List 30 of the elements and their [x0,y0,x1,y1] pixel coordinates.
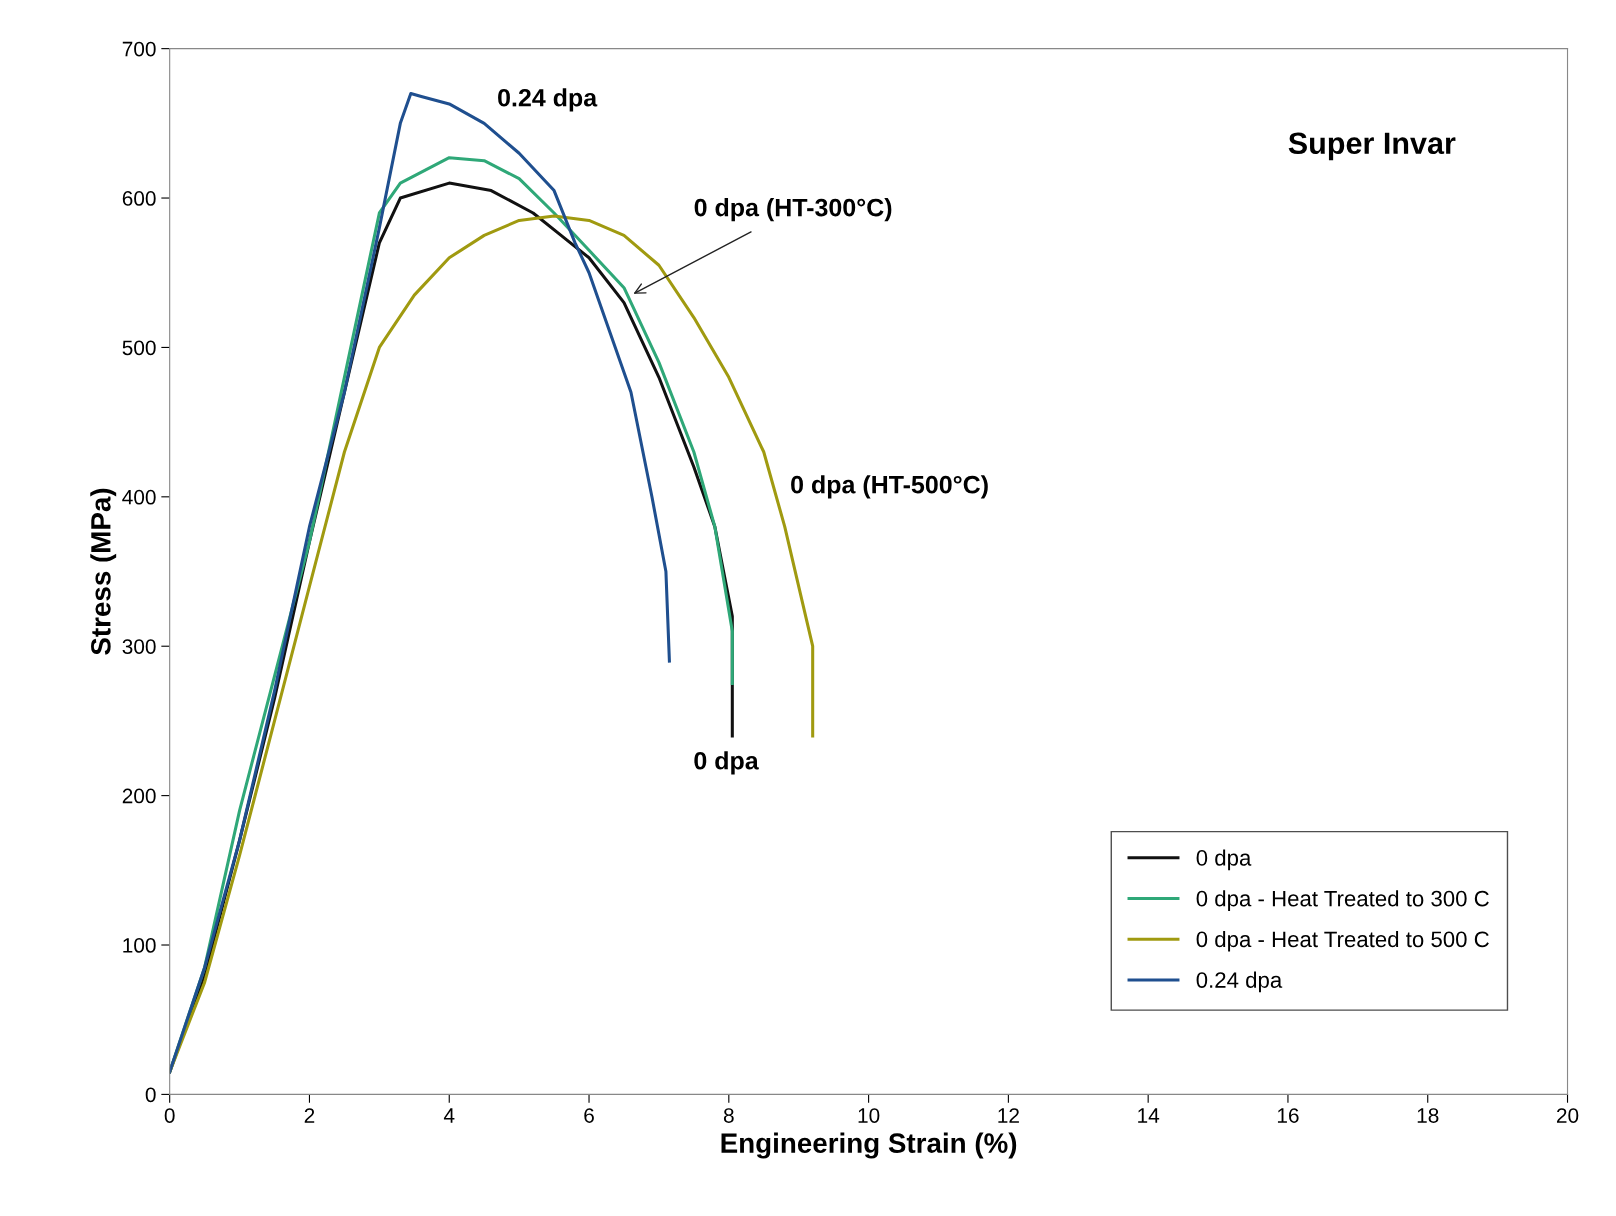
legend-label: 0 dpa [1196,849,1252,871]
annotation: 0 dpa (HT-500°C) [791,475,988,499]
y-tick-label: 0 [145,1087,156,1103]
legend-label: 0.24 dpa [1196,971,1283,993]
y-tick-label: 100 [123,938,156,953]
annotation: Super Invar [1288,132,1456,161]
x-tick-label: 4 [443,1108,455,1123]
x-tick-label: 6 [584,1108,594,1123]
x-tick-label: 12 [998,1108,1019,1123]
x-tick-label: 18 [1417,1108,1439,1123]
y-tick-label: 400 [122,489,156,505]
x-tick-label: 14 [1138,1108,1160,1123]
legend-label: 0 dpa - Heat Treated to 300 C [1196,890,1489,911]
legend-label: 0 dpa - Heat Treated to 500 C [1196,930,1489,952]
x-tick-label: 10 [858,1108,880,1123]
y-tick-label: 500 [122,340,156,356]
annotation: 0 dpa [694,751,759,775]
y-tick-label: 200 [122,788,156,804]
y-tick-label: 300 [122,639,156,654]
x-tick-label: 16 [1277,1108,1299,1123]
y-tick-label: 600 [122,191,156,206]
x-tick-label: 2 [304,1108,315,1123]
x-tick-label: 20 [1556,1108,1579,1123]
x-tick-label: 8 [723,1108,734,1123]
x-tick-label: 0 [164,1108,175,1123]
annotation: 0 dpa (HT-300°C) [694,198,892,222]
y-tick-label: 700 [122,41,156,57]
x-axis-title: Engineering Strain (%) [721,1132,1017,1159]
annotation: 0.24 dpa [498,88,598,112]
y-axis-title: Stress (MPa) [90,488,117,655]
